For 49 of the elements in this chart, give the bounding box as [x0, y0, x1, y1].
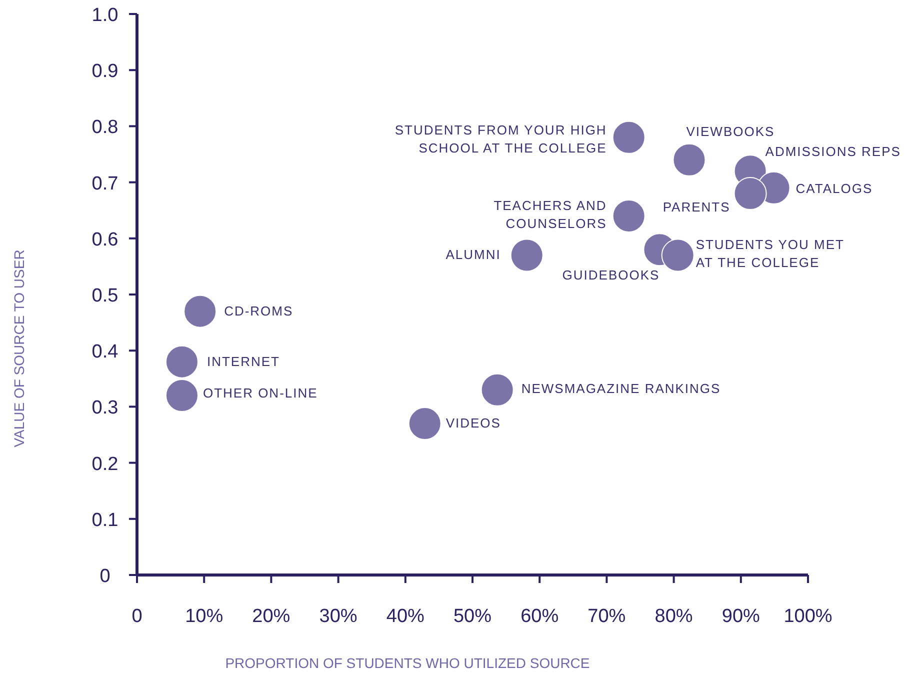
annotation: INTERNET	[206, 354, 280, 369]
annotation: PARENTS	[662, 200, 730, 215]
annotation: CATALOGS	[796, 180, 873, 196]
x-tick-label: 40%	[386, 606, 425, 627]
y-tick-label: 0.3	[92, 398, 118, 419]
x-tick-label: 10%	[185, 606, 224, 627]
annotation: TEACHERS AND COUNSELORS	[494, 198, 607, 231]
x-tick-label: 30%	[319, 606, 358, 627]
x-tick-label: 100%	[784, 606, 832, 627]
point	[480, 373, 514, 406]
point	[165, 345, 198, 378]
x-tick-label: 20%	[252, 606, 290, 627]
annotation: NEWSMAGAZINE RANKINGS	[521, 380, 721, 396]
point	[734, 177, 767, 210]
point	[184, 294, 217, 328]
annotation: ALUMNI	[446, 247, 501, 262]
y-tick-label: 1.0	[92, 5, 118, 26]
y-tick-label: 0.8	[92, 117, 118, 138]
x-tick-label: 60%	[520, 606, 559, 627]
y-tick-label: 0.2	[92, 454, 118, 475]
x-axis-title: PROPORTION OF STUDENTS WHO UTILIZED SOURCE	[225, 655, 590, 671]
point	[510, 238, 544, 272]
point	[612, 120, 646, 154]
annotation: ADMISSIONS REPS	[765, 144, 901, 160]
annotation: VIDEOS	[446, 416, 501, 431]
annotation: GUIDEBOOKS	[562, 268, 660, 283]
point	[612, 199, 646, 232]
point	[408, 407, 442, 440]
y-tick-label: 0.7	[92, 173, 118, 194]
y-tick-label: 0	[100, 566, 110, 587]
point	[672, 143, 706, 176]
x-tick-label: 70%	[588, 606, 626, 627]
y-tick-label: 0.6	[92, 229, 118, 250]
y-tick-label: 0.4	[92, 342, 119, 363]
annotation: CD-ROMS	[224, 303, 294, 318]
x-tick-label: 80%	[654, 606, 693, 627]
annotation: VIEWBOOKS	[686, 124, 775, 139]
y-axis-title: VALUE OF SOURCE TO USER	[11, 250, 27, 448]
annotation: OTHER ON-LINE	[202, 385, 318, 400]
annotation: STUDENTS YOU MET AT THE COLLEGE	[696, 237, 844, 270]
point	[661, 238, 694, 272]
y-tick-label: 0.5	[92, 286, 118, 306]
x-tick-label: 0	[132, 606, 142, 627]
annotation: STUDENTS FROM YOUR HIGH SCHOOL AT THE COLLEGE	[394, 122, 607, 156]
y-tick-label: 0.9	[92, 61, 118, 82]
point	[165, 378, 198, 412]
x-tick-label: 90%	[722, 606, 760, 627]
y-tick-label: 0.1	[92, 510, 118, 531]
x-tick-label: 50%	[453, 606, 492, 627]
